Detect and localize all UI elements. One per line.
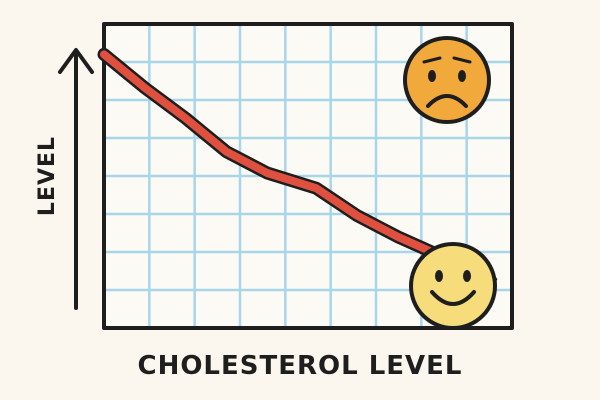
y-axis-label: LEVEL (35, 136, 60, 216)
y-axis-arrow-icon (58, 48, 94, 310)
happy-face-icon (409, 242, 497, 330)
sad-face-icon (403, 36, 491, 124)
plot-frame (102, 22, 514, 330)
trend-line (100, 50, 476, 274)
x-axis-label: CHOLESTEROL LEVEL (137, 351, 462, 381)
